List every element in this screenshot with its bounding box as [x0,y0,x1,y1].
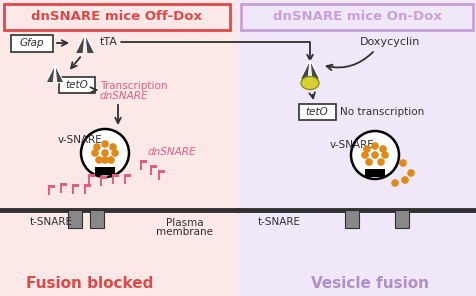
Polygon shape [85,34,95,54]
Circle shape [378,145,386,153]
Bar [140,160,142,170]
Bar [60,183,62,193]
Bar [84,184,91,186]
Text: dnSNARE mice On-Dox: dnSNARE mice On-Dox [272,10,440,23]
Circle shape [95,156,103,164]
Text: dnSNARE: dnSNARE [148,147,196,157]
Bar [88,174,90,184]
Text: t-SNARE: t-SNARE [30,217,73,227]
Circle shape [407,169,414,177]
Bar [238,0,476,296]
Text: Plasma: Plasma [166,218,203,228]
Text: tetO: tetO [66,80,88,90]
Bar [90,210,104,228]
Text: Gfap: Gfap [20,38,44,49]
Bar [72,184,74,194]
Bar [88,174,95,176]
Circle shape [107,156,115,164]
Text: Doxycyclin: Doxycyclin [359,37,419,47]
FancyBboxPatch shape [11,35,53,52]
Circle shape [365,158,372,166]
Bar [84,184,86,194]
Circle shape [380,151,388,159]
Bar [344,210,358,228]
Polygon shape [75,34,85,54]
Circle shape [400,176,408,184]
Text: dnSNARE mice Off-Dox: dnSNARE mice Off-Dox [31,10,202,23]
Circle shape [398,159,406,167]
Text: Fusion blocked: Fusion blocked [26,276,153,290]
Circle shape [370,151,378,159]
FancyBboxPatch shape [298,104,335,120]
Bar [95,167,115,175]
Text: tTA: tTA [100,37,118,47]
Text: Vesicle fusion: Vesicle fusion [310,276,428,290]
Circle shape [370,142,378,150]
Bar [112,174,114,184]
Bar [124,174,131,176]
Text: No transcription: No transcription [339,107,423,117]
Text: tetO: tetO [305,107,327,117]
Bar [149,165,152,175]
Text: v-SNARE: v-SNARE [329,140,374,150]
Bar [0,0,238,296]
Bar [149,165,157,168]
Circle shape [81,129,129,177]
Circle shape [390,179,398,187]
Circle shape [360,151,368,159]
Circle shape [101,156,109,164]
Bar [112,174,119,176]
FancyBboxPatch shape [4,4,229,30]
Circle shape [362,145,370,153]
Circle shape [109,143,117,151]
Polygon shape [299,60,309,80]
Bar [364,169,384,177]
Text: membrane: membrane [156,227,213,237]
Bar [48,185,55,187]
Bar [394,210,408,228]
Bar [124,174,126,184]
Circle shape [101,140,109,148]
Polygon shape [55,65,64,83]
Bar [48,185,50,195]
Bar [158,170,160,180]
Circle shape [91,149,99,157]
Polygon shape [309,60,319,80]
Bar [140,160,147,163]
FancyBboxPatch shape [59,77,95,93]
Bar [60,183,67,186]
FancyBboxPatch shape [240,4,472,30]
Circle shape [101,149,109,157]
Bar [158,170,165,173]
Text: dnSNARE: dnSNARE [100,91,148,101]
Text: v-SNARE: v-SNARE [58,135,102,145]
Bar [72,184,79,186]
Bar [68,210,82,228]
Circle shape [377,158,384,166]
Circle shape [350,131,398,179]
Polygon shape [46,65,55,83]
Bar [100,176,107,178]
Text: t-SNARE: t-SNARE [258,217,300,227]
Circle shape [93,143,100,151]
Ellipse shape [300,76,318,89]
Bar [100,176,102,186]
Text: Transcription: Transcription [100,81,167,91]
Circle shape [111,149,119,157]
